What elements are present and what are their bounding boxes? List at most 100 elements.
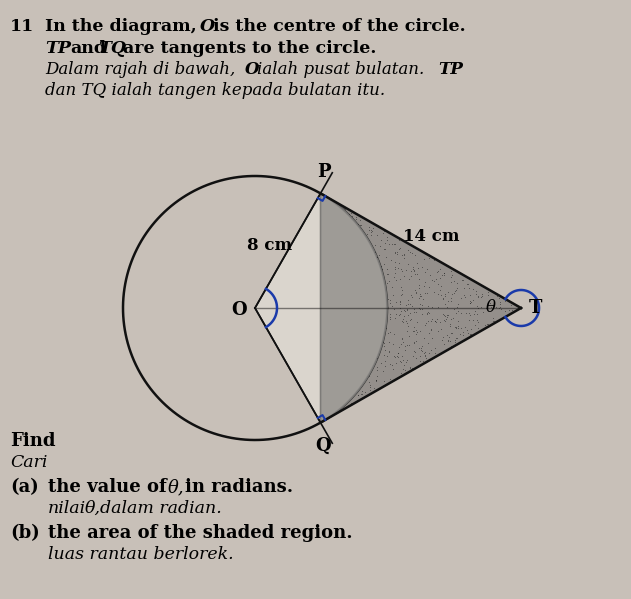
Point: [422, 288, 432, 298]
Point: [408, 264, 418, 274]
Point: [439, 268, 449, 277]
Point: [451, 322, 461, 332]
Point: [415, 356, 425, 366]
Point: [469, 329, 480, 339]
Point: [453, 323, 463, 333]
Point: [403, 295, 413, 304]
Point: [408, 266, 418, 276]
Point: [422, 309, 432, 319]
Point: [456, 323, 466, 332]
Point: [396, 339, 406, 349]
Point: [355, 215, 365, 225]
Point: [363, 377, 374, 386]
Point: [414, 293, 424, 302]
Point: [406, 292, 416, 302]
Point: [451, 308, 461, 318]
Point: [452, 305, 463, 315]
Point: [427, 314, 437, 323]
Point: [409, 307, 419, 316]
Point: [406, 290, 416, 300]
Point: [390, 352, 400, 361]
Point: [355, 220, 365, 230]
Point: [385, 295, 395, 305]
Text: TP: TP: [438, 61, 463, 78]
Point: [419, 349, 429, 358]
Point: [471, 286, 481, 296]
Point: [416, 346, 426, 355]
Point: [410, 250, 420, 259]
Point: [398, 337, 408, 347]
Text: (a): (a): [10, 478, 38, 496]
Text: θ,: θ,: [168, 478, 185, 496]
Point: [390, 240, 400, 249]
Point: [430, 255, 440, 264]
Point: [403, 259, 413, 269]
Point: [487, 302, 497, 311]
Text: dalam radian.: dalam radian.: [100, 500, 221, 517]
Point: [405, 300, 415, 309]
Point: [387, 282, 398, 291]
Point: [403, 317, 413, 327]
Point: [408, 248, 418, 258]
Point: [439, 270, 449, 280]
Point: [442, 311, 452, 321]
Point: [409, 337, 419, 347]
Point: [433, 289, 444, 299]
Point: [436, 324, 446, 334]
Point: [411, 336, 421, 346]
Point: [403, 300, 413, 309]
Text: O: O: [231, 301, 247, 319]
Point: [437, 291, 447, 300]
Point: [346, 208, 357, 218]
Text: (b): (b): [10, 524, 40, 542]
Point: [357, 389, 367, 399]
Point: [463, 328, 473, 338]
Text: is the centre of the circle.: is the centre of the circle.: [213, 18, 466, 35]
Point: [362, 229, 372, 239]
Point: [445, 341, 456, 350]
Point: [378, 337, 388, 347]
Point: [440, 311, 450, 320]
Point: [385, 310, 395, 319]
Point: [382, 235, 392, 244]
Point: [477, 291, 487, 301]
Point: [431, 274, 441, 284]
Point: [439, 310, 449, 320]
Point: [415, 352, 425, 361]
Point: [382, 278, 392, 288]
Point: [395, 274, 405, 284]
Text: Cari: Cari: [10, 454, 47, 471]
Point: [449, 322, 459, 332]
Point: [397, 352, 407, 361]
Point: [409, 326, 419, 336]
Point: [495, 299, 505, 308]
Point: [407, 363, 417, 373]
Point: [379, 376, 389, 386]
Point: [450, 286, 460, 296]
Text: In the diagram,: In the diagram,: [45, 18, 197, 35]
Point: [389, 329, 399, 338]
Point: [387, 301, 397, 311]
Point: [447, 289, 457, 299]
Point: [500, 307, 510, 316]
Point: [414, 283, 424, 293]
Point: [404, 274, 414, 283]
Point: [415, 326, 425, 335]
Text: Dalam rajah di bawah,: Dalam rajah di bawah,: [45, 61, 235, 78]
Point: [383, 328, 393, 338]
Point: [425, 252, 435, 261]
Point: [398, 289, 408, 299]
Point: [459, 283, 469, 293]
Point: [417, 359, 427, 369]
Point: [372, 252, 382, 262]
Point: [367, 226, 377, 236]
Point: [427, 345, 437, 355]
Point: [382, 264, 392, 273]
Point: [446, 296, 456, 305]
Text: in radians.: in radians.: [185, 478, 293, 496]
Point: [372, 362, 382, 372]
Point: [423, 307, 433, 317]
Point: [392, 247, 403, 257]
Point: [473, 279, 483, 289]
Point: [388, 291, 398, 300]
